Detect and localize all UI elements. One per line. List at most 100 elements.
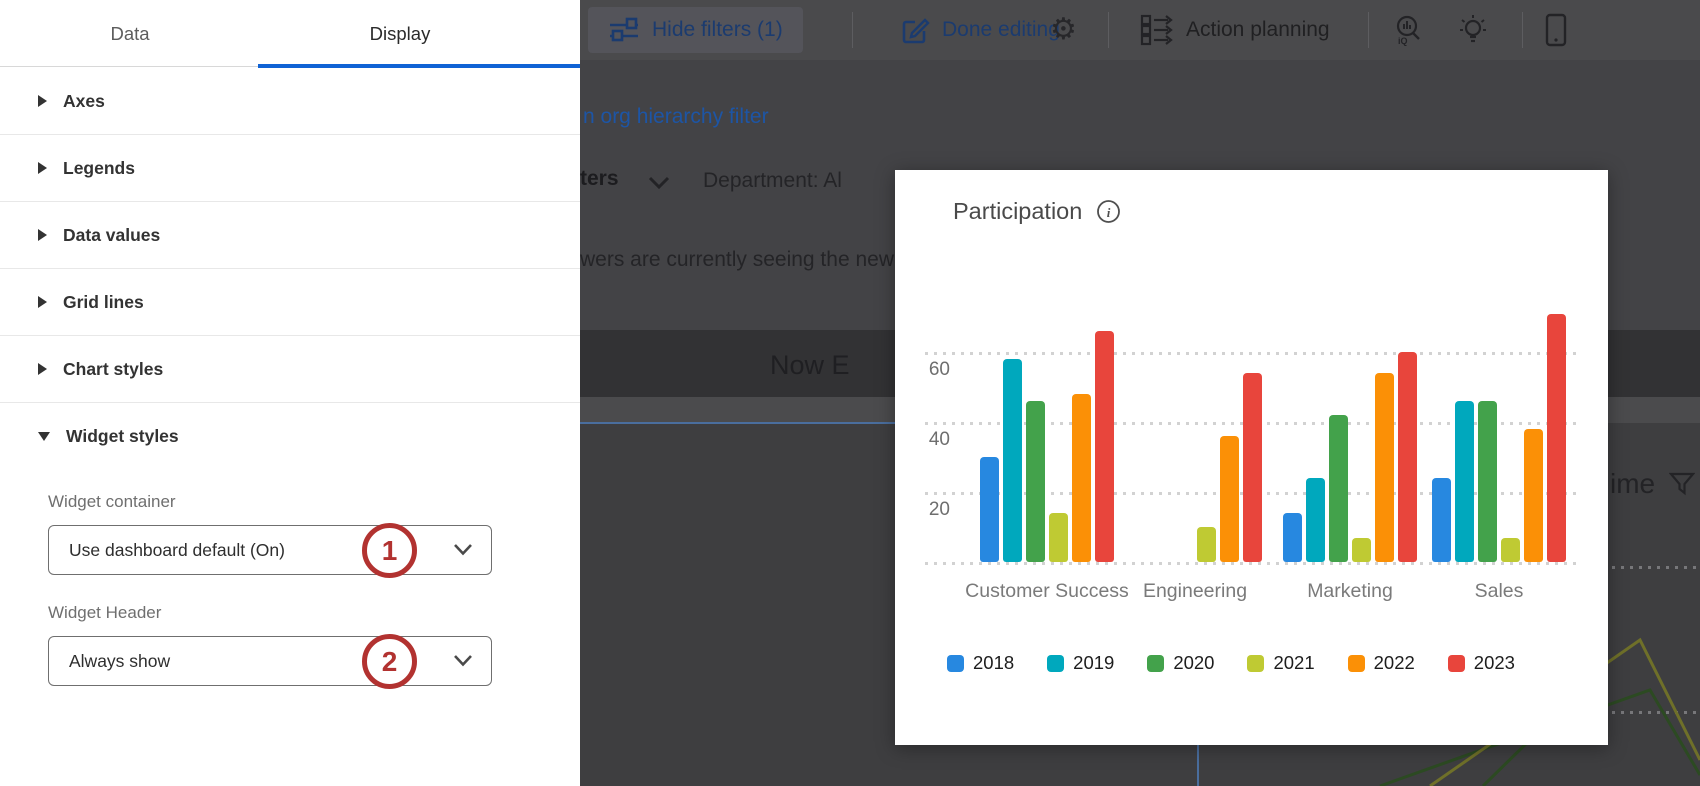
section-label: Axes: [63, 90, 105, 111]
bar-2022-customer-success: [1072, 394, 1091, 562]
bar-2018-sales: [1432, 478, 1451, 562]
section-axes[interactable]: Axes: [0, 68, 580, 135]
accordion: Axes Legends Data values Grid lines Chart st…: [0, 68, 580, 470]
bar-2021-engineering: [1197, 527, 1216, 562]
widget-container-dropdown[interactable]: Use dashboard default (On) 1: [48, 523, 492, 578]
legend-swatch: [947, 654, 964, 672]
panel-tab-bar: Data Display: [0, 0, 580, 68]
widget-header-label: Widget Header: [48, 603, 162, 622]
hide-filters-button[interactable]: Hide filters (1): [588, 7, 803, 53]
caret-right-icon: [38, 95, 47, 107]
done-editing-button[interactable]: Done editing: [900, 0, 1060, 60]
background-gridline: [1612, 566, 1700, 569]
caret-right-icon: [38, 229, 47, 241]
legend-swatch: [1147, 654, 1165, 672]
tab-display[interactable]: Display: [369, 22, 431, 44]
section-chart-styles[interactable]: Chart styles: [0, 336, 580, 403]
y-tick-label: 60: [928, 359, 950, 380]
mobile-device-icon: [1545, 13, 1567, 47]
legend-item-2021: 2021: [1247, 652, 1315, 674]
chevron-down-icon[interactable]: [648, 176, 670, 189]
section-widget-styles[interactable]: Widget styles: [0, 403, 580, 470]
action-planning-label: Action planning: [1186, 18, 1330, 41]
section-label: Chart styles: [63, 358, 164, 379]
settings-button[interactable]: ⚙: [1050, 0, 1077, 60]
mobile-preview-button[interactable]: [1545, 0, 1567, 60]
action-planning-icon: [1140, 14, 1174, 46]
widget-header-dropdown[interactable]: Always show 2: [48, 634, 492, 689]
bar-2019-customer-success: [1003, 359, 1022, 562]
category-label-engineering: Engineering: [1142, 580, 1248, 602]
chart-plot: 20 40 60 Customer Success Engineering Marketi…: [895, 170, 1608, 745]
section-grid-lines[interactable]: Grid lines: [0, 269, 580, 336]
action-planning-button[interactable]: Action planning: [1140, 0, 1330, 60]
caret-right-icon: [38, 296, 47, 308]
funnel-icon[interactable]: [1669, 471, 1696, 497]
chevron-down-icon: [453, 654, 473, 667]
widget-header-field: Widget Header Always show 2: [48, 603, 580, 689]
legend-label: 2021: [1273, 652, 1315, 673]
category-label-customer-success: Customer Success: [965, 580, 1129, 602]
legend-item-2022: 2022: [1347, 652, 1415, 674]
legend-label: 2020: [1173, 652, 1215, 673]
info-icon[interactable]: i: [1096, 199, 1121, 224]
chart-legend: 2018 2019 2020 2021 2022 2023: [947, 652, 1515, 674]
bar-2020-sales: [1478, 401, 1497, 562]
bar-2018-customer-success: [980, 457, 999, 562]
bar-2022-engineering: [1220, 436, 1239, 562]
display-settings-panel: Data Display Axes Legends Data values Grid …: [0, 0, 580, 786]
bar-2019-marketing: [1306, 478, 1325, 562]
toolbar-divider: [1108, 12, 1109, 48]
insights-button[interactable]: [1455, 0, 1491, 60]
section-label: Legends: [63, 157, 135, 178]
toolbar-divider: [852, 12, 853, 48]
legend-label: 2019: [1073, 652, 1115, 673]
bar-group-engineering: [1128, 373, 1262, 562]
caret-right-icon: [38, 363, 47, 375]
widget-styles-content: Widget container Use dashboard default (…: [0, 470, 580, 689]
iq-magnifier-icon: iQ: [1392, 13, 1426, 47]
viewers-message: wers are currently seeing the new: [580, 248, 894, 271]
time-clipped-label: ime: [1610, 468, 1696, 500]
gear-icon: ⚙: [1050, 13, 1077, 46]
legend-label: 2018: [973, 652, 1015, 673]
dropdown-value: Always show: [69, 650, 171, 671]
legend-item-2018: 2018: [947, 652, 1014, 674]
chart-title-row: Participation i: [953, 198, 1121, 225]
bar-2021-sales: [1501, 537, 1520, 562]
participation-widget-preview: Participation i 20 40 60 Customer Success En…: [895, 170, 1608, 745]
filters-clipped-label: ters: [580, 167, 619, 190]
y-tick-label: 20: [928, 499, 950, 520]
widget-selection-border-top: [580, 422, 896, 424]
bar-2023-sales: [1547, 313, 1566, 562]
annotation-badge-1: 1: [362, 523, 417, 578]
bar-2023-marketing: [1398, 352, 1417, 562]
bar-2021-marketing: [1352, 537, 1371, 562]
category-label-marketing: Marketing: [1307, 580, 1393, 602]
section-label: Data values: [63, 224, 161, 245]
section-label: Widget styles: [66, 426, 179, 446]
section-label: Grid lines: [63, 291, 144, 312]
lightbulb-icon: [1455, 12, 1491, 48]
legend-item-2019: 2019: [1047, 652, 1114, 674]
widget-container-label: Widget container: [48, 492, 176, 511]
active-tab-underline: [258, 64, 580, 68]
bar-2023-engineering: [1243, 373, 1262, 562]
done-editing-label: Done editing: [942, 18, 1060, 41]
legend-label: 2023: [1473, 652, 1515, 673]
org-hierarchy-filter-link[interactable]: n org hierarchy filter: [583, 105, 769, 128]
bar-2019-sales: [1455, 401, 1474, 562]
section-legends[interactable]: Legends: [0, 135, 580, 202]
banner-text: Now E: [770, 350, 850, 380]
svg-text:i: i: [1107, 205, 1111, 220]
iq-search-button[interactable]: iQ: [1392, 0, 1426, 60]
section-data-values[interactable]: Data values: [0, 202, 580, 269]
tab-data[interactable]: Data: [110, 22, 150, 44]
chart-gridline: [925, 352, 1580, 355]
bar-group-marketing: [1283, 352, 1417, 562]
chart-title: Participation: [953, 198, 1083, 224]
legend-item-2020: 2020: [1147, 652, 1214, 674]
chart-baseline: [925, 562, 1580, 565]
compose-icon: [900, 15, 930, 45]
